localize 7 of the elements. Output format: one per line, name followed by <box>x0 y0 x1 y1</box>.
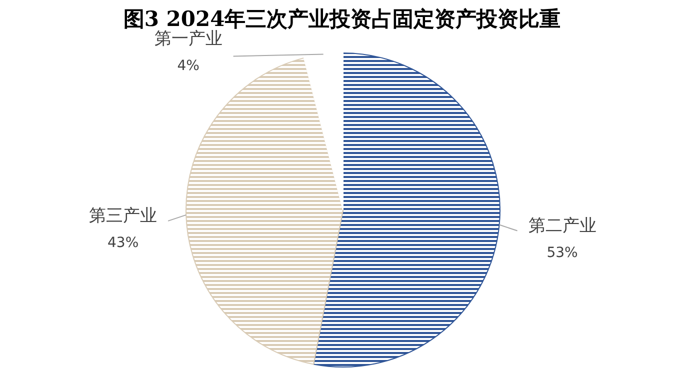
data-label: 4% <box>177 58 200 74</box>
chart-title: 图3 2024年三次产业投资占固定资产投资比重 <box>123 6 561 31</box>
slice-label: 第一产业 <box>154 29 222 50</box>
data-label: 53% <box>546 244 578 261</box>
slice-label: 第二产业 <box>528 216 596 236</box>
data-label: 43% <box>108 234 139 251</box>
slice-label: 第三产业 <box>89 206 158 226</box>
